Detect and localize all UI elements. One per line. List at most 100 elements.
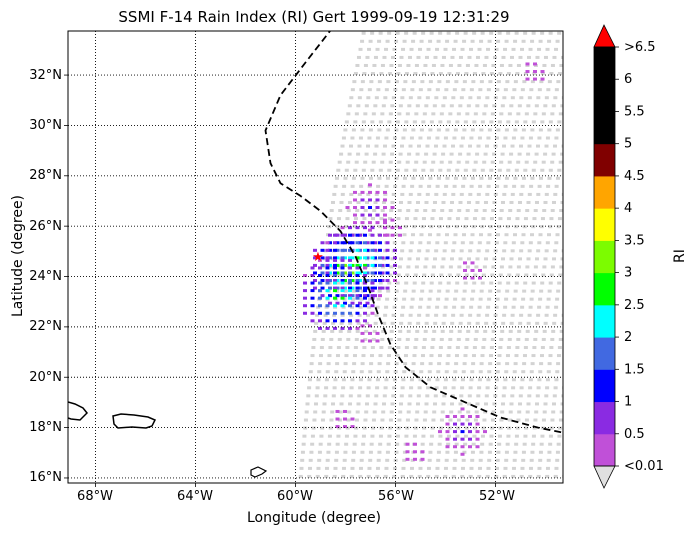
rain-pixel	[385, 271, 390, 275]
rain-pixel	[348, 319, 352, 323]
swath-pixel	[400, 313, 405, 317]
swath-pixel	[399, 257, 404, 261]
swath-pixel	[473, 273, 478, 277]
swath-pixel	[369, 354, 374, 358]
swath-pixel	[436, 39, 441, 43]
rain-pixel	[370, 248, 375, 252]
swath-pixel	[548, 120, 553, 124]
swath-pixel	[529, 88, 534, 92]
swath-pixel	[369, 362, 374, 366]
swath-pixel	[392, 47, 397, 51]
swath-pixel	[439, 418, 444, 422]
rain-pixel	[335, 233, 340, 237]
swath-pixel	[419, 176, 424, 180]
swath-pixel	[329, 209, 334, 213]
rain-pixel	[378, 294, 382, 298]
swath-pixel	[388, 337, 393, 341]
swath-pixel	[387, 120, 392, 124]
swath-pixel	[453, 39, 458, 43]
rain-pixel	[368, 324, 372, 328]
swath-pixel	[556, 80, 561, 84]
swath-pixel	[474, 63, 479, 67]
swath-pixel	[435, 378, 440, 382]
swath-pixel	[551, 329, 556, 333]
swath-pixel	[466, 152, 471, 156]
swath-pixel	[558, 337, 563, 341]
swath-pixel	[327, 225, 332, 229]
rain-pixel	[325, 266, 330, 270]
rain-pixel	[350, 425, 355, 429]
swath-pixel	[481, 217, 486, 221]
swath-pixel	[499, 418, 504, 422]
swath-pixel	[472, 281, 477, 285]
swath-pixel	[411, 176, 416, 180]
rain-pixel	[385, 248, 390, 252]
swath-pixel	[577, 104, 581, 107]
swath-pixel	[531, 434, 536, 438]
swath-pixel	[442, 249, 447, 253]
swath-pixel	[407, 200, 412, 204]
swath-pixel	[533, 337, 538, 341]
rain-pixel	[340, 263, 345, 267]
swath-pixel	[437, 289, 442, 293]
swath-pixel	[521, 128, 526, 132]
rain-pixel	[350, 241, 355, 245]
swath-pixel	[371, 426, 376, 430]
rain-pixel	[390, 233, 395, 237]
swath-pixel	[318, 362, 323, 366]
swath-pixel	[328, 346, 333, 350]
swath-pixel	[560, 55, 563, 59]
swath-pixel	[418, 305, 423, 309]
swath-pixel	[418, 88, 423, 92]
swath-pixel	[539, 225, 544, 229]
swath-pixel	[510, 96, 515, 100]
rain-pixel	[375, 331, 380, 335]
rain-pixel	[355, 296, 360, 300]
swath-pixel	[342, 297, 347, 301]
swath-pixel	[576, 161, 580, 164]
swath-pixel	[483, 410, 488, 414]
swath-pixel	[394, 233, 399, 237]
swath-pixel	[547, 233, 552, 237]
swath-pixel	[490, 418, 495, 422]
swath-pixel	[441, 55, 446, 59]
colorbar-tick-label: <0.01	[624, 459, 664, 474]
rain-pixel	[363, 271, 367, 275]
swath-pixel	[451, 313, 456, 317]
swath-pixel	[463, 31, 468, 35]
swath-pixel	[322, 402, 327, 406]
rain-pixel	[378, 233, 382, 237]
swath-pixel	[583, 169, 587, 172]
swath-pixel	[577, 201, 581, 204]
swath-pixel	[497, 442, 502, 446]
rain-pixel	[380, 256, 385, 260]
rain-pixel	[320, 294, 325, 298]
rain-pixel	[358, 233, 362, 237]
swath-pixel	[496, 176, 501, 180]
rain-pixel	[380, 279, 385, 283]
swath-pixel	[564, 451, 568, 454]
swath-pixel	[320, 273, 325, 277]
swath-pixel	[531, 354, 536, 358]
swath-pixel	[468, 96, 473, 100]
swath-pixel	[483, 152, 488, 156]
swath-pixel	[346, 160, 351, 164]
swath-pixel	[341, 305, 346, 309]
swath-pixel	[514, 31, 519, 35]
swath-pixel	[363, 63, 368, 67]
swath-pixel	[411, 39, 416, 43]
swath-pixel	[484, 394, 489, 398]
swath-pixel	[361, 354, 366, 358]
swath-pixel	[347, 104, 352, 108]
swath-pixel	[424, 402, 429, 406]
swath-pixel	[474, 265, 479, 269]
rain-pixel	[313, 286, 317, 290]
rain-pixel	[360, 206, 365, 210]
swath-pixel	[494, 474, 499, 478]
rain-pixel	[358, 241, 362, 245]
swath-pixel	[434, 474, 439, 478]
rain-pixel	[325, 241, 330, 245]
swath-pixel	[567, 427, 571, 430]
swath-pixel	[373, 104, 378, 108]
rain-pixel	[370, 304, 375, 308]
